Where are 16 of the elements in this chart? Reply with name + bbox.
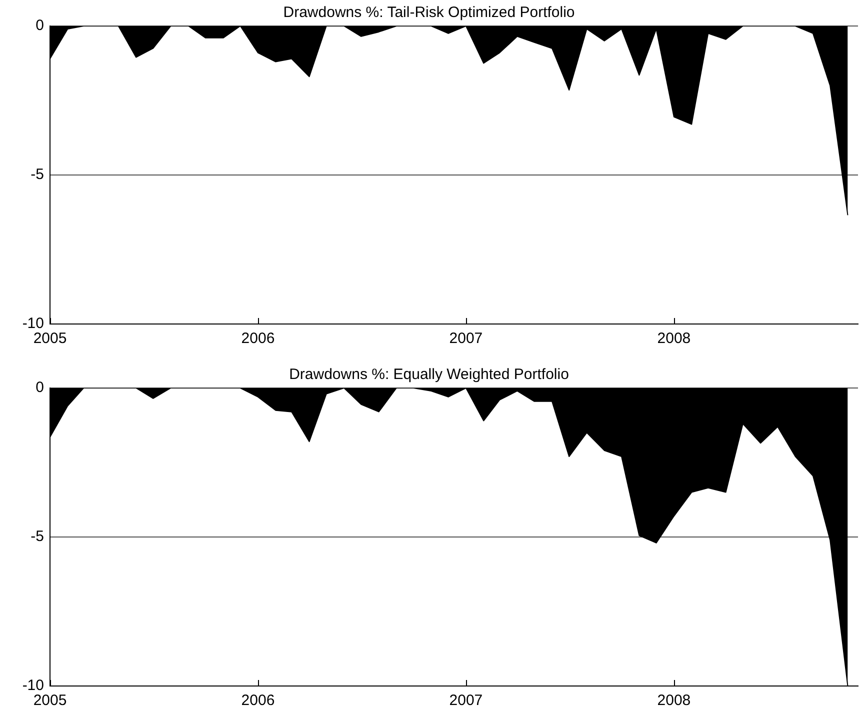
x-tick-label: 2007	[449, 692, 483, 710]
y-tick-label: 0	[36, 17, 44, 34]
y-tick-label: -10	[22, 677, 44, 694]
y-tick-label: -5	[30, 166, 44, 184]
chart-title: Drawdowns %: Tail-Risk Optimized Portfolio	[283, 4, 575, 22]
y-tick-label: 0	[36, 379, 44, 396]
x-tick-label: 2006	[241, 330, 275, 348]
chart-title: Drawdowns %: Equally Weighted Portfolio	[289, 366, 569, 384]
x-tick-label: 2006	[241, 692, 275, 710]
x-tick-label: 2007	[449, 330, 483, 348]
y-tick-label: -5	[30, 528, 44, 546]
x-tick-label: 2008	[657, 330, 691, 348]
x-tick-label: 2005	[33, 692, 67, 710]
y-tick-label: -10	[22, 315, 44, 332]
x-tick-label: 2008	[657, 692, 691, 710]
x-tick-label: 2005	[33, 330, 67, 348]
